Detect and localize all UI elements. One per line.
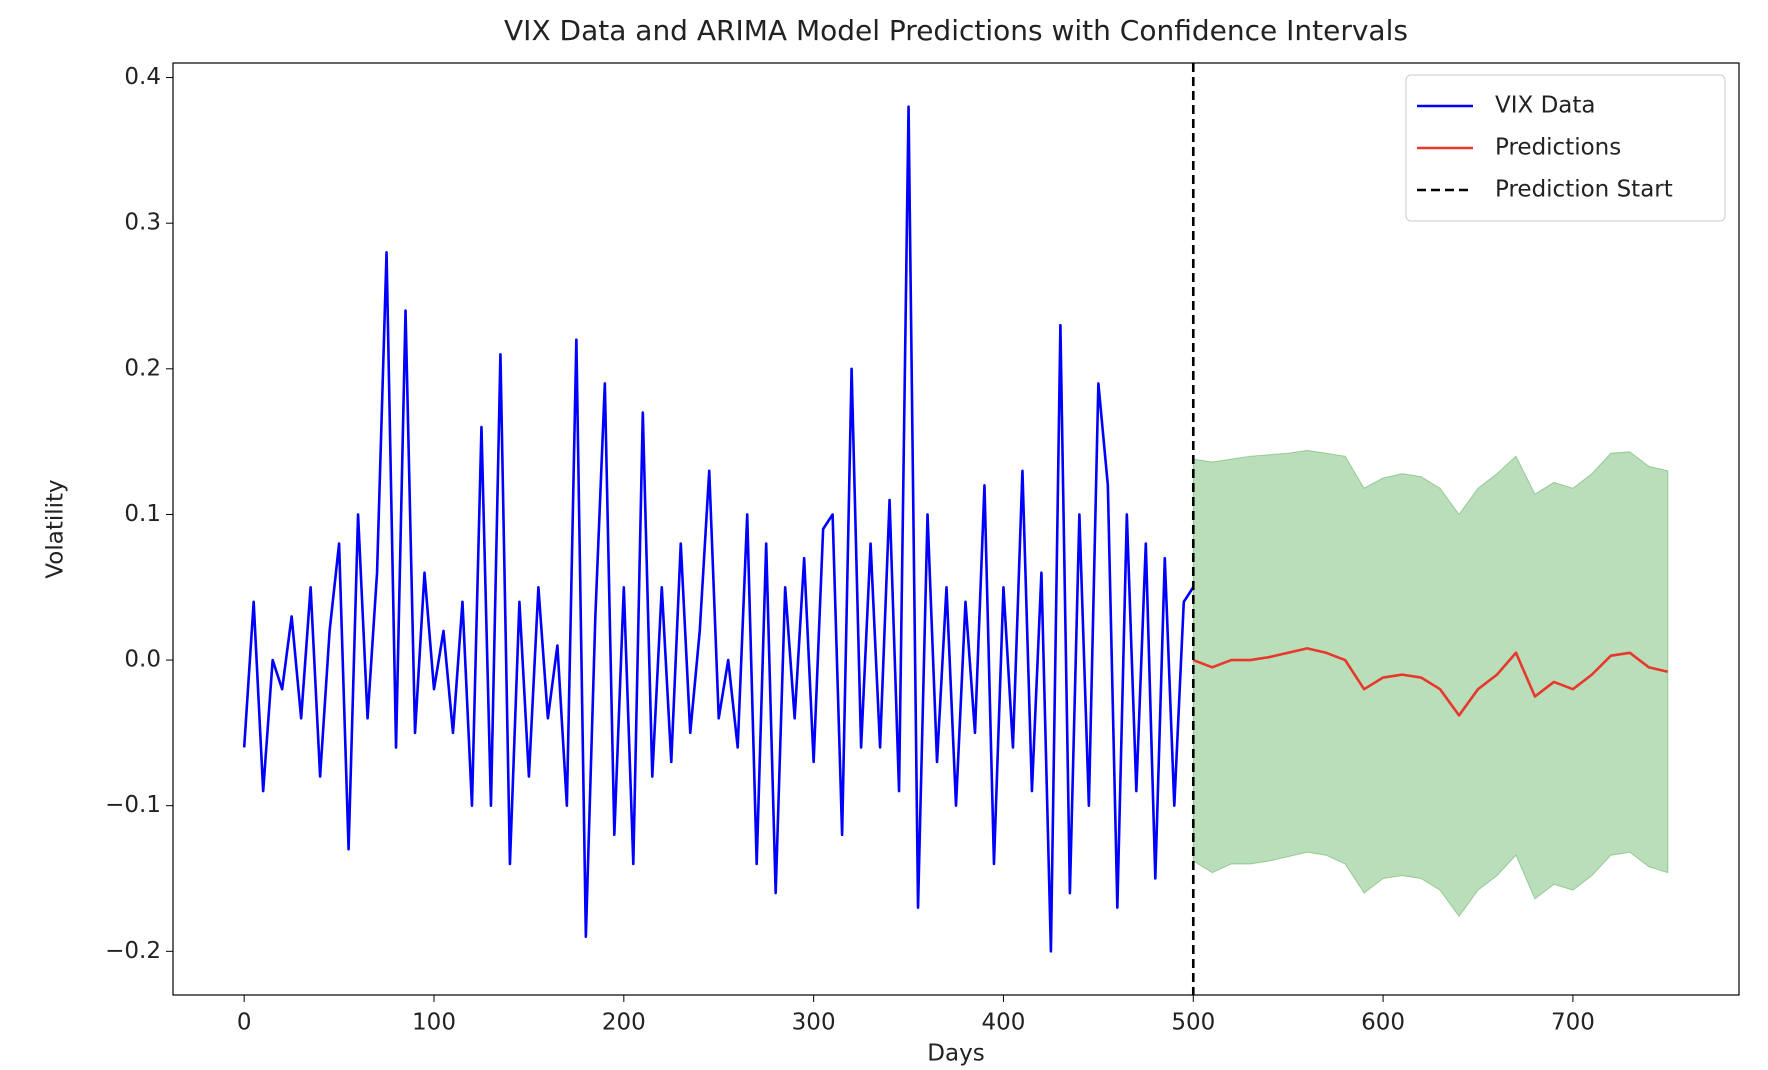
y-axis-label: Volatility (43, 479, 69, 578)
y-tick-label: 0.2 (124, 355, 161, 381)
x-tick-label: 200 (602, 1010, 646, 1036)
x-tick-label: 0 (237, 1010, 252, 1036)
y-tick-label: 0.0 (124, 647, 161, 673)
y-tick-label: 0.1 (124, 501, 161, 527)
x-tick-label: 700 (1551, 1010, 1595, 1036)
x-tick-label: 100 (412, 1010, 456, 1036)
data-line (1192, 647, 1669, 717)
legend: VIX Data Predictions Prediction Start (1405, 74, 1726, 222)
x-tick-label: 600 (1361, 1010, 1405, 1036)
plot-frame (172, 62, 1740, 996)
legend-label: Predictions (1495, 135, 1621, 161)
x-tick-label: 500 (1171, 1010, 1215, 1036)
x-tick-label: 300 (792, 1010, 836, 1036)
y-tick-label: −0.1 (105, 792, 161, 818)
x-axis-label: Days (927, 1041, 984, 1067)
y-tick-label: 0.3 (124, 210, 161, 236)
chart-title: VIX Data and ARIMA Model Predictions wit… (504, 14, 1408, 47)
data-line (242, 105, 1195, 953)
legend-box (1405, 74, 1726, 222)
x-tick-label: 400 (982, 1010, 1026, 1036)
y-tick-label: 0.4 (124, 64, 161, 90)
y-tick-label: −0.2 (105, 938, 161, 964)
legend-label: VIX Data (1495, 93, 1596, 119)
legend-label: Prediction Start (1495, 177, 1673, 203)
